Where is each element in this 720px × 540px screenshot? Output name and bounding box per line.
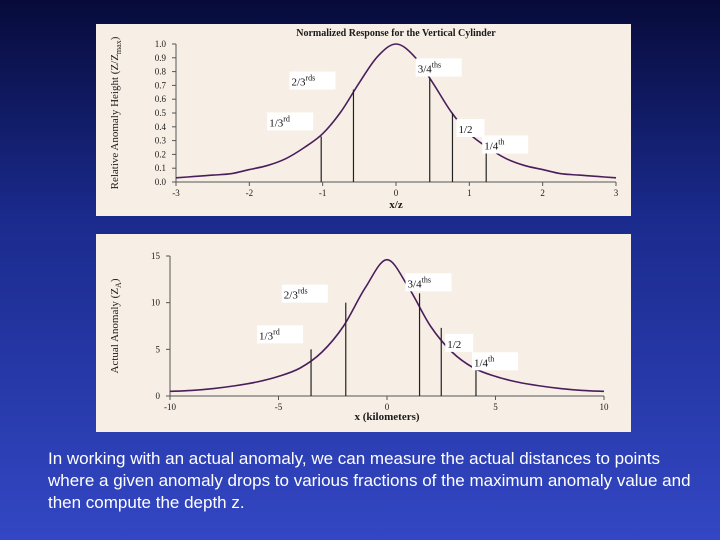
fraction-label: 1/4th xyxy=(482,135,529,154)
fraction-label-text: 1/2 xyxy=(447,339,461,351)
fraction-label: 3/4ths xyxy=(405,273,452,292)
fraction-label: 1/3rd xyxy=(267,112,314,131)
chart-panel-normalized: Normalized Response for the Vertical Cyl… xyxy=(96,24,631,216)
fraction-label: 1/4th xyxy=(471,352,518,371)
fraction-label-text: 2/3rds xyxy=(291,74,315,89)
fraction-label-bg xyxy=(471,352,518,371)
x-tick-label: 2 xyxy=(540,188,545,198)
fraction-label-bg xyxy=(289,71,336,90)
x-tick-label: 0 xyxy=(385,402,390,412)
x-axis-label: x/z xyxy=(389,199,403,211)
fraction-label-text: 1/3rd xyxy=(269,114,290,129)
y-tick-label: 0.9 xyxy=(155,53,167,63)
fraction-label: 3/4ths xyxy=(415,58,462,77)
fraction-label-bg xyxy=(456,119,485,137)
fraction-label-text: 1/4th xyxy=(474,354,494,369)
fraction-label: 1/3rd xyxy=(257,325,304,344)
y-tick-label: 0.2 xyxy=(155,149,166,159)
y-tick-label: 5 xyxy=(156,344,161,354)
x-tick-label: -3 xyxy=(172,188,180,198)
fraction-label-bg xyxy=(482,135,529,154)
x-tick-label: 1 xyxy=(467,188,472,198)
fraction-label-text: 1/3rd xyxy=(259,327,280,342)
fraction-label-text: 3/4ths xyxy=(408,275,431,290)
actual-anomaly-chart: 0 5 10 15 -10 -5 0 5 10 x (kilometers) Actual Anom… xyxy=(109,251,610,423)
fraction-label-bg xyxy=(267,112,314,131)
y-axis-label: Relative Anomaly Height (Z/Zmax) xyxy=(109,36,123,189)
chart-title: Normalized Response for the Vertical Cyl… xyxy=(296,28,496,39)
x-tick-label: 3 xyxy=(614,188,619,198)
fraction-label-text: 1/2 xyxy=(458,124,472,136)
y-tick-label: 0.7 xyxy=(155,80,167,90)
x-tick-label: 10 xyxy=(600,402,610,412)
x-axis-label: x (kilometers) xyxy=(354,411,419,423)
y-tick-label: 0.3 xyxy=(155,136,167,146)
fraction-label-bg xyxy=(281,284,328,303)
fraction-label: 2/3rds xyxy=(281,284,328,303)
y-tick-label: 0.4 xyxy=(155,122,167,132)
y-axis-label: Actual Anomaly (ZA) xyxy=(109,278,123,373)
normalized-response-chart: Normalized Response for the Vertical Cyl… xyxy=(109,28,619,211)
fraction-label-bg xyxy=(257,325,304,344)
fraction-label-text: 2/3rds xyxy=(284,287,308,302)
fraction-label: 1/2 xyxy=(456,119,485,137)
x-tick-label: 5 xyxy=(493,402,498,412)
chart-panel-actual: 0 5 10 15 -10 -5 0 5 10 x (kilometers) Actual Anom… xyxy=(96,234,631,432)
x-tick-label: -5 xyxy=(275,402,283,412)
y-tick-label: 0.8 xyxy=(155,67,167,77)
x-tick-label: -10 xyxy=(164,402,176,412)
y-tick-label: 10 xyxy=(151,298,161,308)
y-tick-label: 15 xyxy=(151,251,161,261)
y-tick-label: 0.5 xyxy=(155,108,167,118)
fraction-label-text: 3/4ths xyxy=(418,61,441,76)
y-tick-label: 1.0 xyxy=(155,39,167,49)
y-tick-label: 0.0 xyxy=(155,177,167,187)
fraction-label-bg xyxy=(445,333,474,352)
fraction-label-bg xyxy=(415,58,462,77)
x-tick-label: -1 xyxy=(319,188,327,198)
fraction-label-bg xyxy=(405,273,452,292)
response-curve xyxy=(175,43,617,179)
x-tick-label: -2 xyxy=(246,188,254,198)
response-curve xyxy=(169,258,605,393)
fraction-label: 1/2 xyxy=(445,333,474,352)
x-tick-label: 0 xyxy=(394,188,399,198)
fraction-label: 2/3rds xyxy=(289,71,336,90)
y-tick-label: 0 xyxy=(156,391,161,401)
y-tick-label: 0.1 xyxy=(155,163,166,173)
y-tick-label: 0.6 xyxy=(155,94,167,104)
fraction-label-text: 1/4th xyxy=(484,138,504,153)
caption-text: In working with an actual anomaly, we ca… xyxy=(48,449,691,512)
